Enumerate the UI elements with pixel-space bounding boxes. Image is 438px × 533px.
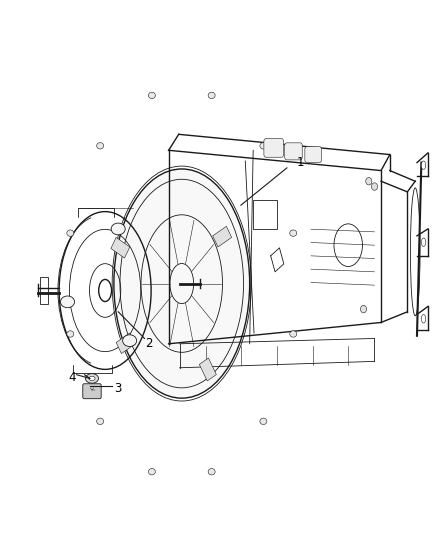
Bar <box>40 277 48 304</box>
Bar <box>199 358 216 381</box>
Ellipse shape <box>97 143 104 149</box>
Bar <box>213 227 232 247</box>
Ellipse shape <box>290 331 297 337</box>
Circle shape <box>360 305 367 313</box>
Ellipse shape <box>260 418 267 424</box>
Ellipse shape <box>67 230 74 236</box>
Ellipse shape <box>111 223 125 235</box>
Ellipse shape <box>60 296 74 308</box>
Ellipse shape <box>148 469 155 475</box>
Ellipse shape <box>421 314 426 323</box>
Bar <box>253 200 277 229</box>
FancyBboxPatch shape <box>285 143 302 160</box>
Ellipse shape <box>85 374 99 383</box>
Circle shape <box>371 183 378 190</box>
Text: 3: 3 <box>115 382 122 394</box>
FancyBboxPatch shape <box>264 139 284 157</box>
Ellipse shape <box>97 418 104 424</box>
Text: 1: 1 <box>296 156 304 169</box>
Ellipse shape <box>89 376 95 381</box>
Ellipse shape <box>114 169 250 398</box>
Bar <box>111 237 130 258</box>
Ellipse shape <box>260 143 267 149</box>
Text: 4: 4 <box>68 371 76 384</box>
Bar <box>116 333 135 353</box>
Ellipse shape <box>421 238 426 247</box>
Ellipse shape <box>421 161 426 169</box>
Ellipse shape <box>208 92 215 99</box>
Ellipse shape <box>290 230 297 236</box>
Ellipse shape <box>208 469 215 475</box>
Ellipse shape <box>67 331 74 337</box>
Circle shape <box>366 177 372 185</box>
Text: 2: 2 <box>145 337 153 350</box>
Ellipse shape <box>123 335 137 346</box>
Ellipse shape <box>148 92 155 99</box>
FancyBboxPatch shape <box>305 147 321 163</box>
FancyBboxPatch shape <box>83 384 101 399</box>
